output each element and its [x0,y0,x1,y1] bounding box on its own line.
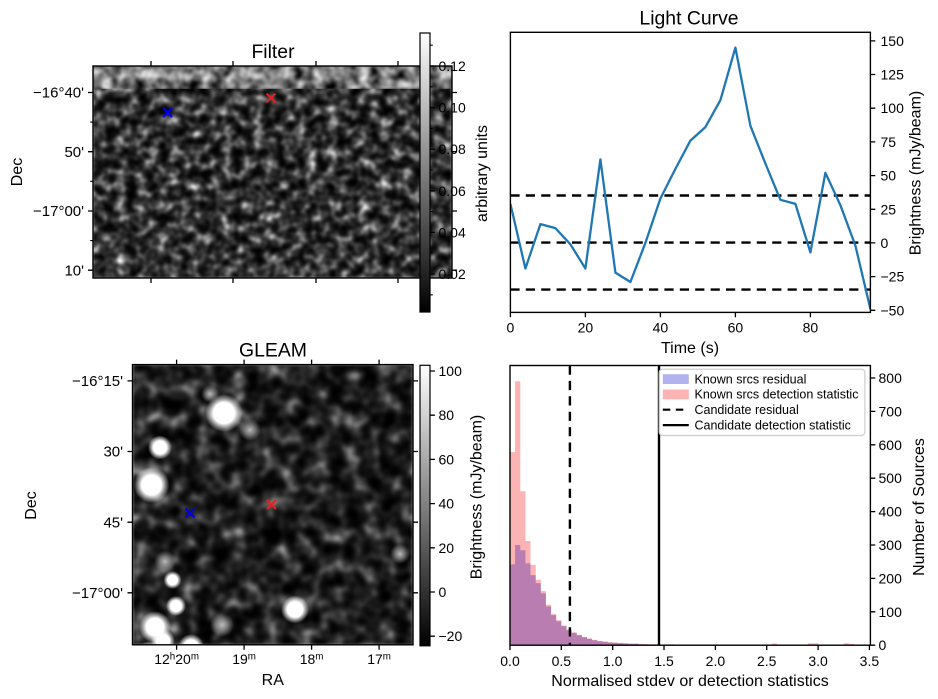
svg-text:−16°40': −16°40' [33,85,84,102]
svg-text:100: 100 [881,100,905,116]
svg-text:Brightness (mJy/beam): Brightness (mJy/beam) [469,415,486,580]
svg-text:10': 10' [64,262,84,279]
svg-text:30': 30' [103,444,123,461]
svg-text:100: 100 [879,604,903,620]
svg-text:Time (s): Time (s) [661,340,719,357]
svg-text:500: 500 [879,470,903,486]
svg-text:0: 0 [507,320,515,336]
svg-text:3.5: 3.5 [860,653,880,669]
svg-text:−17°00': −17°00' [33,203,84,220]
svg-text:0.06: 0.06 [439,183,466,199]
svg-text:600: 600 [879,437,903,453]
svg-text:0.12: 0.12 [439,58,466,74]
svg-text:Brightness (mJy/beam): Brightness (mJy/beam) [908,91,925,256]
svg-text:RA: RA [262,672,285,689]
svg-text:60: 60 [728,320,744,336]
svg-text:50: 50 [881,168,897,184]
svg-text:Candidate detection statistic: Candidate detection statistic [695,418,851,432]
svg-text:150: 150 [881,33,905,49]
svg-text:800: 800 [879,370,903,386]
svg-text:0.02: 0.02 [439,266,466,282]
svg-text:−17°00': −17°00' [72,585,123,602]
svg-text:Candidate residual: Candidate residual [695,403,799,417]
svg-text:2.5: 2.5 [757,653,777,669]
svg-text:60: 60 [439,451,455,467]
svg-text:0: 0 [881,235,889,251]
svg-text:80: 80 [439,407,455,423]
svg-text:20: 20 [578,320,594,336]
svg-text:Normalised stdev or detection: Normalised stdev or detection statistics [551,673,828,690]
svg-text:Known srcs residual: Known srcs residual [695,372,807,386]
svg-text:1.0: 1.0 [603,653,623,669]
svg-text:300: 300 [879,537,903,553]
svg-text:1.5: 1.5 [654,653,674,669]
svg-text:Filter: Filter [251,41,295,63]
svg-text:3.0: 3.0 [808,653,828,669]
svg-text:40: 40 [653,320,669,336]
svg-text:20: 20 [439,540,455,556]
svg-text:Dec: Dec [23,491,40,519]
svg-text:Light Curve: Light Curve [639,8,738,30]
svg-text:100: 100 [439,363,463,379]
svg-text:700: 700 [879,403,903,419]
svg-text:0.04: 0.04 [439,224,466,240]
svg-text:Number of Sources: Number of Sources [911,438,928,576]
svg-text:0.5: 0.5 [552,653,572,669]
svg-text:0.08: 0.08 [439,141,466,157]
svg-text:0: 0 [879,637,887,653]
svg-text:125: 125 [881,67,905,83]
svg-text:12h20m: 12h20m [154,651,199,667]
svg-text:−25: −25 [881,269,905,285]
svg-text:400: 400 [879,504,903,520]
svg-text:Known srcs detection statistic: Known srcs detection statistic [695,388,859,402]
svg-text:−16°15': −16°15' [72,373,123,390]
svg-text:45': 45' [103,514,123,531]
svg-text:−20: −20 [439,628,463,644]
svg-text:0: 0 [439,584,447,600]
svg-text:0.0: 0.0 [500,653,520,669]
svg-text:GLEAM: GLEAM [239,340,307,362]
svg-text:200: 200 [879,570,903,586]
svg-text:75: 75 [881,134,897,150]
svg-text:Dec: Dec [9,158,26,186]
svg-text:−50: −50 [881,302,905,318]
svg-text:50': 50' [64,144,84,161]
svg-text:2.0: 2.0 [706,653,726,669]
svg-text:arbitrary units: arbitrary units [474,125,491,222]
svg-text:25: 25 [881,201,897,217]
svg-text:0.10: 0.10 [439,100,466,116]
svg-text:80: 80 [803,320,819,336]
svg-text:40: 40 [439,496,455,512]
